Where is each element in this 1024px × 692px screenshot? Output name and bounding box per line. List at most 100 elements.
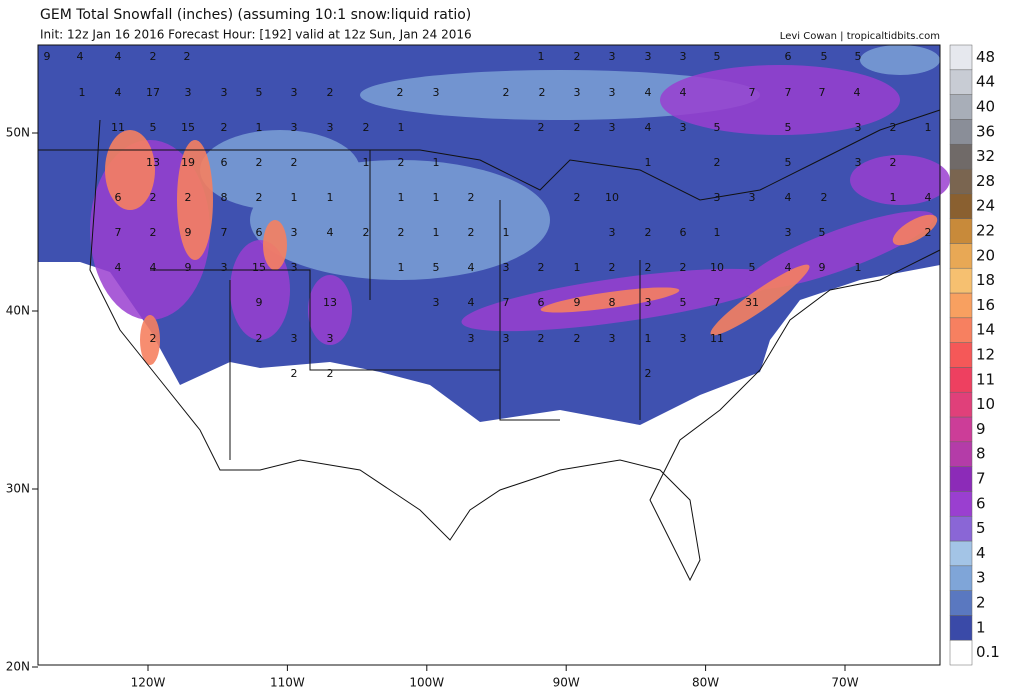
lon-label: 90W [553,676,580,690]
colorbar-cell [949,466,973,492]
title: GEM Total Snowfall (inches) (assuming 10… [40,7,471,23]
snow-amount-label: 1 [79,86,86,99]
snow-amount-label: 2 [609,261,616,274]
colorbar-label: 11 [976,370,995,388]
snow-amount-label: 7 [503,296,510,309]
snow-amount-label: 31 [745,296,759,309]
colorbar-cell [949,94,973,120]
snow-amount-label: 3 [749,191,756,204]
lat-label: 50N [6,126,30,140]
colorbar-cell [949,441,973,467]
snow-amount-label: 1 [256,121,263,134]
snow-amount-label: 1 [291,191,298,204]
snow-amount-label: 3 [221,261,228,274]
colorbar-label: 0.1 [976,643,1000,661]
colorbar-label: 6 [976,494,986,512]
snow-amount-label: 5 [821,50,828,63]
snow-amount-label: 3 [609,332,616,345]
snow-amount-label: 2 [327,367,334,380]
snow-amount-label: 5 [785,121,792,134]
snow-amount-label: 4 [785,261,792,274]
snow-amount-label: 6 [680,226,687,239]
snow-amount-label: 5 [855,50,862,63]
snow-amount-label: 2 [714,156,721,169]
snow-amount-label: 2 [150,332,157,345]
snow-amount-label: 1 [574,261,581,274]
snow-amount-label: 1 [433,226,440,239]
snow-amount-label: 4 [327,226,334,239]
lon-label: 80W [692,676,719,690]
colorbar-label: 32 [976,147,995,165]
colorbar-label: 12 [976,346,995,364]
snow-amount-label: 9 [574,296,581,309]
snow-amount-label: 7 [819,86,826,99]
snow-amount-label: 11 [710,332,724,345]
lon-label: 70W [831,676,858,690]
snow-amount-label: 3 [291,86,298,99]
colorbar-cell [949,639,973,666]
colorbar-label: 8 [976,445,986,463]
snow-amount-label: 3 [680,332,687,345]
snow-amount-label: 2 [363,121,370,134]
colorbar-cell [949,44,973,71]
snow-amount-label: 1 [503,226,510,239]
lat-label: 40N [6,304,30,318]
snow-amount-label: 2 [645,261,652,274]
snow-amount-label: 9 [44,50,51,63]
snow-amount-label: 10 [710,261,724,274]
colorbar-cell [949,119,973,145]
snow-amount-label: 15 [252,261,266,274]
snow-amount-label: 3 [785,226,792,239]
snow-amount-label: 7 [714,296,721,309]
snow-amount-label: 3 [645,50,652,63]
snow-amount-label: 3 [291,226,298,239]
map-area [37,44,950,666]
colorbar-label: 14 [976,321,995,339]
snow-amount-label: 19 [181,156,195,169]
snow-amount-label: 2 [256,191,263,204]
snow-amount-label: 2 [539,86,546,99]
snow-amount-label: 5 [714,50,721,63]
colorbar-cell [949,317,973,343]
credit: Levi Cowan | tropicaltidbits.com [780,31,940,42]
snow-amount-label: 2 [363,226,370,239]
snow-amount-label: 13 [146,156,160,169]
colorbar-label: 20 [976,246,995,264]
snow-amount-label: 4 [115,50,122,63]
snow-amount-label: 5 [256,86,263,99]
colorbar-label: 4 [976,544,986,562]
snow-amount-label: 2 [256,332,263,345]
colorbar-label: 28 [976,172,995,190]
snow-amount-label: 3 [433,86,440,99]
snow-amount-label: 3 [221,86,228,99]
snow-amount-label: 1 [398,121,405,134]
snow-amount-label: 4 [468,261,475,274]
snow-amount-label: 2 [327,86,334,99]
snow-amount-label: 2 [397,86,404,99]
snow-amount-label: 2 [256,156,263,169]
colorbar-label: 44 [976,73,995,91]
colorbar-label: 10 [976,395,995,413]
snow-amount-label: 4 [150,261,157,274]
snow-amount-label: 3 [714,191,721,204]
snow-amount-label: 3 [574,86,581,99]
snow-amount-label: 2 [398,226,405,239]
snow-amount-label: 3 [609,226,616,239]
subtitle: Init: 12z Jan 16 2016 Forecast Hour: [19… [40,28,472,42]
colorbar-label: 22 [976,222,995,240]
lat-label: 20N [6,660,30,674]
snow-amount-label: 3 [609,86,616,99]
colorbar-label: 24 [976,197,995,215]
colorbar-cell [949,342,973,368]
colorbar-cell [949,292,973,319]
borders [38,109,941,582]
snow-amount-label: 3 [855,156,862,169]
snow-amount-label: 3 [609,50,616,63]
snow-amount-label: 3 [327,332,334,345]
snow-amount-label: 3 [503,261,510,274]
snow-amount-label: 6 [256,226,263,239]
snow-amount-label: 8 [609,296,616,309]
snow-amount-label: 2 [574,50,581,63]
colorbar-label: 2 [976,594,986,612]
